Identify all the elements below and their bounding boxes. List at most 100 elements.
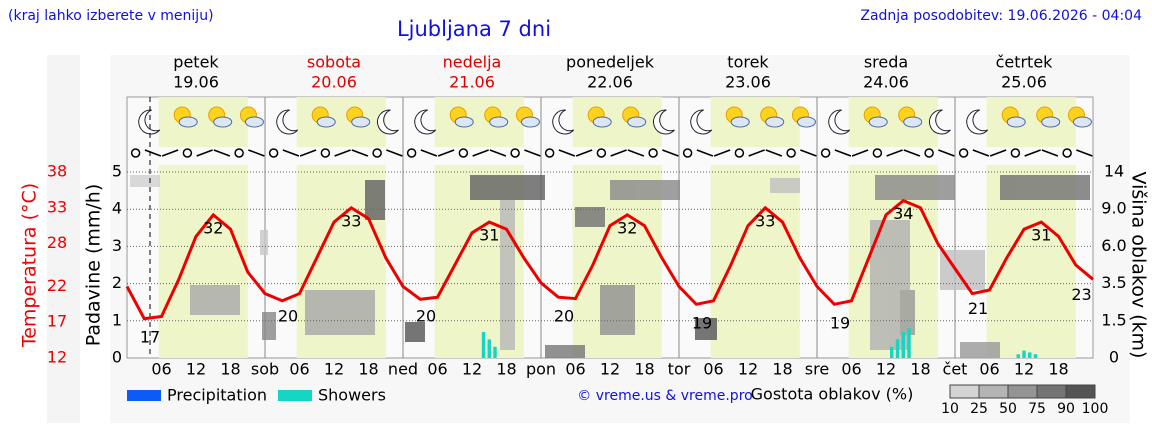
y-tick-label: 33 bbox=[47, 197, 67, 216]
cloud-legend-label: 50 bbox=[999, 401, 1017, 417]
wind-barb bbox=[748, 149, 765, 157]
daylight-band bbox=[986, 97, 1076, 147]
temp-label: 31 bbox=[479, 226, 499, 245]
note: (kraj lahko izberete v meniju) bbox=[8, 8, 214, 24]
x-tick-label: 18 bbox=[496, 360, 516, 379]
cloud-icon bbox=[454, 116, 474, 128]
cloud-icon bbox=[1006, 116, 1026, 128]
wind-barb bbox=[282, 149, 300, 157]
wind-barb bbox=[972, 149, 990, 157]
daylight-band bbox=[710, 97, 800, 147]
wind-calm bbox=[544, 148, 555, 158]
temp-label: 19 bbox=[692, 313, 712, 332]
wind-barb bbox=[800, 149, 817, 157]
day-name: sreda bbox=[864, 53, 908, 72]
y2-tick-label: 14 bbox=[1104, 162, 1124, 181]
y2-tick-label: 1.5 bbox=[1101, 310, 1126, 329]
y-label: Temperatura (°C) bbox=[19, 183, 41, 348]
daylight-band bbox=[848, 97, 938, 147]
cloud-legend-box bbox=[1007, 384, 1038, 399]
wind-calm bbox=[182, 148, 193, 158]
wind-barb bbox=[989, 149, 1007, 157]
wind-calm bbox=[682, 148, 693, 158]
y-tick-label: 38 bbox=[47, 162, 67, 181]
shower-bar bbox=[901, 331, 905, 358]
temp-label: 33 bbox=[341, 211, 361, 230]
daylight-band bbox=[434, 97, 524, 147]
cloud-legend-box bbox=[949, 384, 980, 399]
moon-icon bbox=[653, 109, 675, 135]
wind-calm bbox=[596, 148, 607, 158]
wind-barb bbox=[437, 149, 455, 157]
wind-barb bbox=[161, 149, 179, 157]
wind-barb bbox=[765, 149, 783, 157]
y-tick-label: 12 bbox=[47, 348, 67, 367]
wind-barb bbox=[213, 149, 231, 157]
wind-calm bbox=[958, 148, 969, 158]
wind-calm bbox=[820, 148, 831, 158]
cloud-icon bbox=[796, 116, 816, 128]
panel bbox=[47, 55, 80, 423]
x-tick-label: 12 bbox=[1014, 360, 1034, 379]
cloud-legend-label: 10 bbox=[941, 401, 959, 417]
daylight-band bbox=[296, 97, 386, 147]
wind-barb bbox=[1041, 149, 1059, 157]
shower-bar bbox=[895, 339, 900, 358]
precip-tick-label: 0 bbox=[112, 348, 122, 367]
wind-calm bbox=[130, 148, 141, 158]
temp-label: 19 bbox=[830, 313, 850, 332]
wind-calm bbox=[648, 148, 658, 158]
x-tick-label: 12 bbox=[186, 360, 206, 379]
cloud-icon bbox=[1041, 116, 1061, 128]
clouds bbox=[130, 175, 1090, 358]
daylight-band bbox=[158, 97, 248, 147]
shower-bar bbox=[907, 328, 911, 358]
shower-bar bbox=[890, 346, 894, 358]
cloud-legend-label: 75 bbox=[1028, 401, 1046, 417]
wind-barb bbox=[851, 149, 869, 157]
temp-label: 20 bbox=[554, 306, 574, 325]
x-tick-label: 06 bbox=[565, 360, 585, 379]
moon-icon bbox=[828, 109, 851, 135]
temp-label: 31 bbox=[1031, 226, 1051, 245]
x-tick-label: 12 bbox=[324, 360, 344, 379]
precip-tick-label: 3 bbox=[112, 236, 122, 255]
day-name: četrtek bbox=[996, 53, 1054, 72]
moon-icon bbox=[966, 109, 989, 135]
x-tick-label: ned bbox=[388, 360, 418, 379]
x-tick-label: tor bbox=[668, 360, 691, 379]
cloud-icon bbox=[244, 116, 264, 128]
x-tick-label: 18 bbox=[1048, 360, 1068, 379]
wind-calm bbox=[320, 148, 331, 158]
y-tick-label: 28 bbox=[47, 233, 67, 252]
day-date: 20.06 bbox=[311, 73, 357, 92]
shower-bar bbox=[493, 346, 497, 358]
cloud-icon bbox=[627, 116, 647, 128]
precip-tick-label: 4 bbox=[112, 199, 122, 218]
x-tick-label: 18 bbox=[772, 360, 792, 379]
temp-label: 20 bbox=[278, 306, 298, 325]
wind-barb bbox=[1076, 149, 1093, 157]
x-tick-label: 18 bbox=[220, 360, 240, 379]
cloud-icon bbox=[730, 116, 750, 128]
cloud-legend-box bbox=[1036, 384, 1067, 399]
wind-barb bbox=[696, 149, 714, 157]
wind-barb bbox=[575, 149, 593, 157]
x-tick-label: 18 bbox=[358, 360, 378, 379]
cloud-icon bbox=[868, 116, 888, 128]
wind-calm bbox=[924, 148, 934, 158]
chart-title: Ljubljana 7 dni bbox=[397, 17, 551, 41]
x-tick-label: sob bbox=[251, 360, 279, 379]
x-tick-label: 12 bbox=[462, 360, 482, 379]
wind-barb bbox=[713, 149, 731, 157]
day-date: 22.06 bbox=[587, 73, 633, 92]
daylight-band bbox=[158, 165, 248, 358]
credit: © vreme.us & vreme.pro bbox=[577, 388, 752, 404]
cloud-icon bbox=[178, 116, 198, 128]
moon-icon bbox=[690, 109, 713, 135]
x-tick-label: 06 bbox=[979, 360, 999, 379]
x-tick-label: sre bbox=[805, 360, 829, 379]
precip-tick-label: 1 bbox=[112, 310, 122, 329]
cloud-icon bbox=[213, 116, 233, 128]
